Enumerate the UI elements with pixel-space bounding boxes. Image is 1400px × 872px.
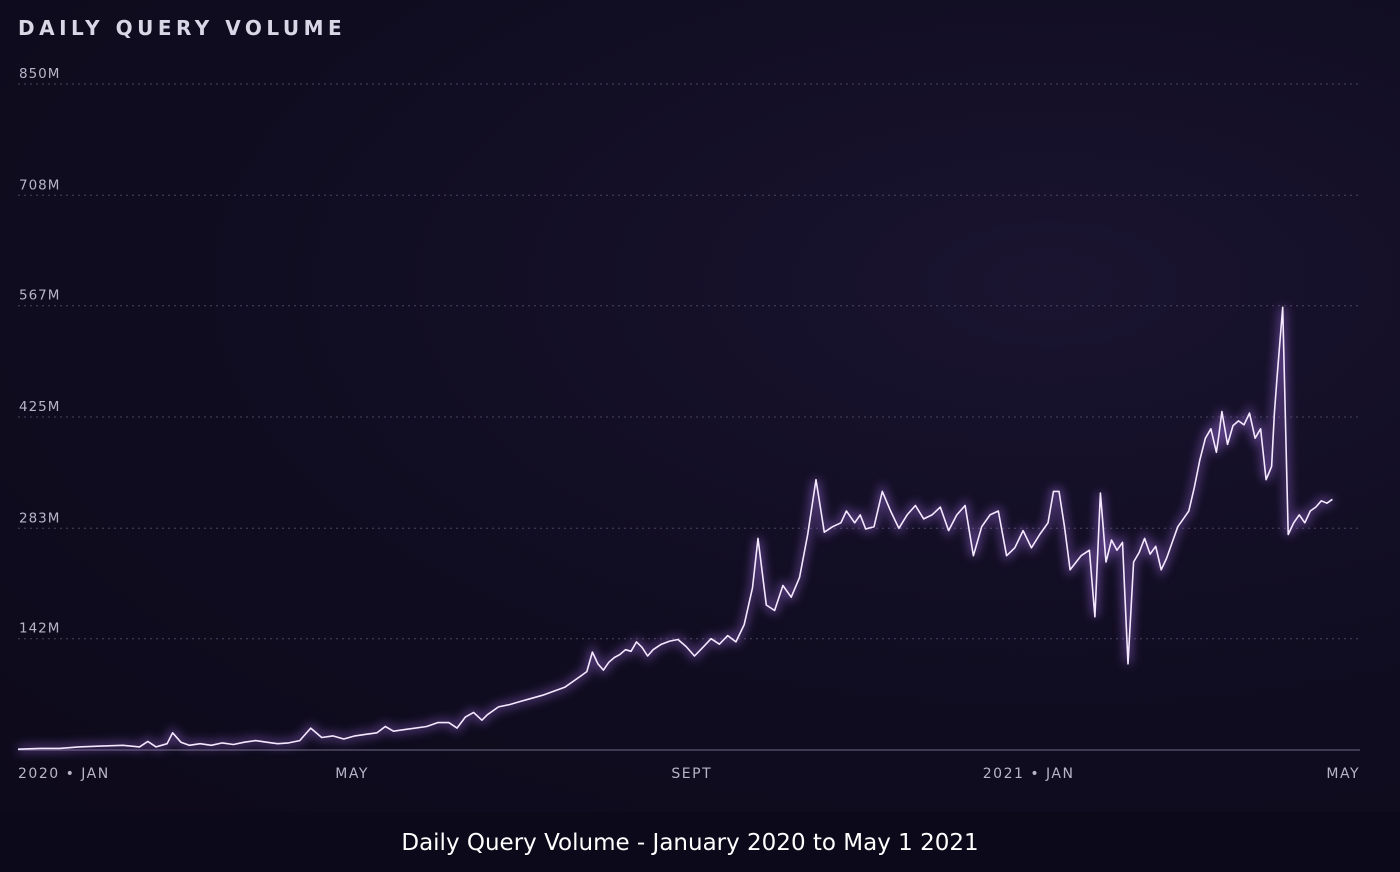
chart-title: DAILY QUERY VOLUME xyxy=(18,16,347,40)
y-tick-label: 850M xyxy=(19,66,60,82)
x-tick-label: MAY xyxy=(1326,766,1360,782)
x-tick-label: 2020 • JAN xyxy=(18,766,110,782)
y-tick-label: 708M xyxy=(19,177,60,193)
chart-caption: Daily Query Volume - January 2020 to May… xyxy=(401,830,979,856)
grid-layer xyxy=(18,83,1360,640)
y-tick-label: 283M xyxy=(19,510,60,526)
y-tick-label: 425M xyxy=(19,399,60,415)
line-chart: 142M 283M 425M 567M 708M 850M 2020 • JAN MAY SEP… xyxy=(17,66,1360,782)
series-line xyxy=(17,306,1333,750)
chart-panel: DAILY QUERY VOLUME 142M 283M 425M 567M 708M 8… xyxy=(0,0,1400,812)
x-tick-label: 2021 • JAN xyxy=(983,766,1075,782)
y-tick-label: 567M xyxy=(19,288,60,304)
axis-layer: 142M 283M 425M 567M 708M 850M 2020 • JAN MAY SEP… xyxy=(18,66,1360,782)
x-tick-label: SEPT xyxy=(671,766,712,782)
x-tick-label: MAY xyxy=(335,766,369,782)
y-tick-label: 142M xyxy=(19,621,60,637)
series-layer xyxy=(17,306,1335,753)
